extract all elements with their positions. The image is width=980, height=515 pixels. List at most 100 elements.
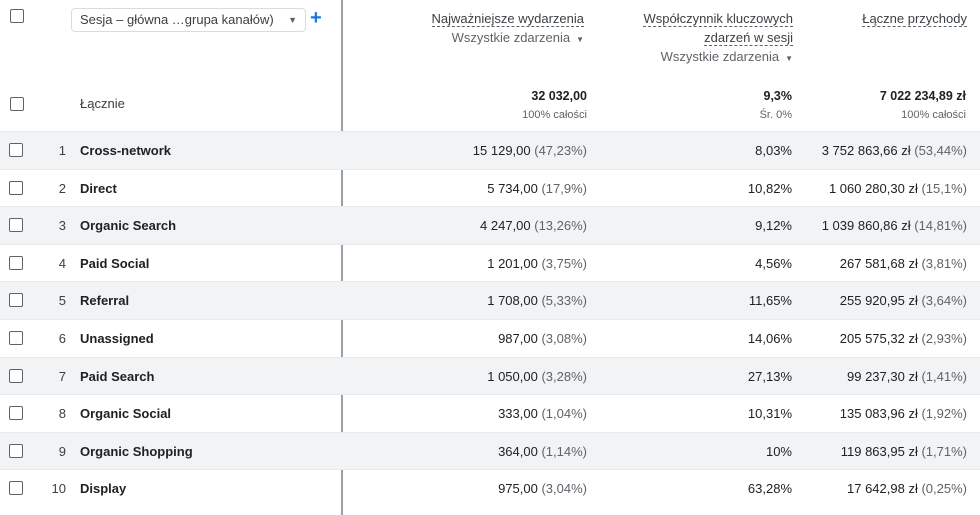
select-all-checkbox[interactable] [10,9,24,23]
events-value: 1 708,00 [487,293,538,309]
totals-revenue-sub: 100% całości [901,109,966,121]
revenue-value: 17 642,98 zł [847,481,918,497]
rate-cell: 9,12% [755,218,792,234]
header-rate-title-1: Współczynnik kluczowych [643,11,793,27]
header-key-event-rate[interactable]: Współczynnik kluczowych zdarzeń w sesji … [600,9,793,68]
row-checkbox[interactable] [9,443,23,458]
totals-rate: 9,3% [763,89,793,103]
channel-name: Direct [80,180,117,196]
totals-label: Łącznie [80,96,125,111]
channel-name: Organic Social [80,406,172,422]
events-percent: (5,33%) [541,293,587,309]
add-dimension-button[interactable]: + [310,7,322,29]
events-value: 1 201,00 [487,255,538,271]
events-cell: 1 708,00 (5,33%) [400,293,587,308]
events-value: 4 247,00 [480,218,531,234]
row-checkbox[interactable] [9,180,23,195]
events-percent: (1,04%) [541,406,587,422]
revenue-cell: 119 863,95 zł (1,71%) [780,444,967,459]
revenue-value: 99 237,30 zł [847,368,918,384]
header-revenue-title: Łączne przychody [862,11,967,27]
revenue-percent: (1,92%) [921,406,967,422]
table-row: 4 Paid Social 1 201,00 (3,75%) 4,56% 267 581… [0,243,980,282]
revenue-percent: (3,64%) [921,293,967,309]
header-events-title: Najważniejsze wydarzenia [431,11,584,27]
events-cell: 15 129,00 (47,23%) [400,143,587,158]
events-value: 364,00 [498,443,538,459]
revenue-value: 255 920,95 zł [839,293,918,309]
row-checkbox[interactable] [9,331,23,345]
row-checkbox[interactable] [9,255,23,270]
events-value: 1 050,00 [487,368,538,384]
header-events[interactable]: Najważniejsze wydarzenia Wszystkie zdarz… [390,9,584,49]
events-percent: (1,14%) [541,443,587,459]
events-cell: 364,00 (1,14%) [400,444,587,459]
table-row: 2 Direct 5 734,00 (17,9%) 10,82% 1 060 280,3… [0,168,980,207]
row-index: 6 [58,331,66,346]
table-row: 5 Referral 1 708,00 (5,33%) 11,65% 255 920,9… [0,281,980,320]
channel-name: Referral [80,293,130,309]
events-filter-dropdown[interactable]: Wszystkie zdarzenia ▼ [451,30,584,45]
revenue-percent: (53,44%) [914,143,967,158]
rate-cell: 14,06% [747,331,792,346]
revenue-cell: 99 237,30 zł (1,41%) [780,369,967,384]
events-percent: (3,75%) [541,255,587,271]
row-checkbox[interactable] [9,218,23,233]
table-row: 9 Organic Shopping 364,00 (1,14%) 10% 119 86… [0,431,980,470]
row-checkbox[interactable] [9,293,23,308]
events-value: 975,00 [498,481,538,497]
rate-cell: 4,56% [755,255,792,271]
rate-cell: 10% [765,443,792,459]
row-checkbox[interactable] [9,143,23,157]
revenue-value: 267 581,68 zł [839,255,918,271]
events-percent: (47,23%) [534,143,587,158]
revenue-value: 119 863,95 zł [840,443,918,459]
revenue-value: 135 083,96 zł [839,406,918,422]
totals-rate-sub: Śr. 0% [759,109,792,121]
revenue-cell: 205 575,32 zł (2,93%) [780,331,967,346]
row-index: 9 [58,443,66,459]
row-index: 4 [58,255,66,271]
events-value: 987,00 [498,331,538,346]
header-revenue[interactable]: Łączne przychody [800,9,967,28]
rate-cell: 63,28% [747,481,792,497]
rate-cell: 8,03% [755,143,792,158]
row-checkbox[interactable] [9,481,23,496]
rate-cell: 10,31% [747,406,792,422]
row-index: 7 [58,368,66,384]
revenue-percent: (15,1%) [921,180,967,196]
channel-name: Unassigned [80,331,154,346]
row-index: 2 [58,180,66,196]
caret-down-icon: ▼ [576,35,584,44]
events-cell: 333,00 (1,04%) [400,406,587,421]
events-value: 5 734,00 [487,180,538,196]
events-percent: (3,28%) [541,368,587,384]
events-percent: (3,04%) [541,481,587,497]
table-row: 8 Organic Social 333,00 (1,04%) 10,31% 135 0… [0,394,980,432]
revenue-value: 3 752 863,66 zł [821,143,911,158]
revenue-percent: (1,71%) [921,443,967,459]
events-cell: 1 050,00 (3,28%) [400,369,587,384]
table-row: 7 Paid Search 1 050,00 (3,28%) 27,13% 99 237… [0,356,980,395]
revenue-cell: 267 581,68 zł (3,81%) [780,256,967,271]
channel-name: Paid Social [80,255,150,271]
rate-filter-dropdown[interactable]: Wszystkie zdarzenia ▼ [660,49,793,64]
row-index: 5 [58,293,66,309]
rate-cell: 10,82% [747,180,792,196]
revenue-cell: 17 642,98 zł (0,25%) [780,481,967,496]
revenue-value: 1 039 860,86 zł [821,218,911,234]
row-index: 3 [58,218,66,234]
totals-checkbox[interactable] [10,97,24,111]
dimension-dropdown[interactable]: Sesja – główna …grupa kanałów) ▼ [71,8,306,32]
totals-revenue: 7 022 234,89 zł [879,89,966,103]
events-cell: 987,00 (3,08%) [400,331,587,346]
caret-down-icon: ▼ [785,54,793,63]
header-rate-title-2: zdarzeń w sesji [704,30,793,46]
row-checkbox[interactable] [9,406,23,421]
table-row: 6 Unassigned 987,00 (3,08%) 14,06% 205 575,3… [0,319,980,357]
row-checkbox[interactable] [9,368,23,383]
revenue-cell: 1 039 860,86 zł (14,81%) [780,218,967,233]
table-row: 3 Organic Search 4 247,00 (13,26%) 9,12% 1 0… [0,206,980,245]
channel-name: Cross-network [80,143,172,158]
row-index: 10 [51,481,66,497]
